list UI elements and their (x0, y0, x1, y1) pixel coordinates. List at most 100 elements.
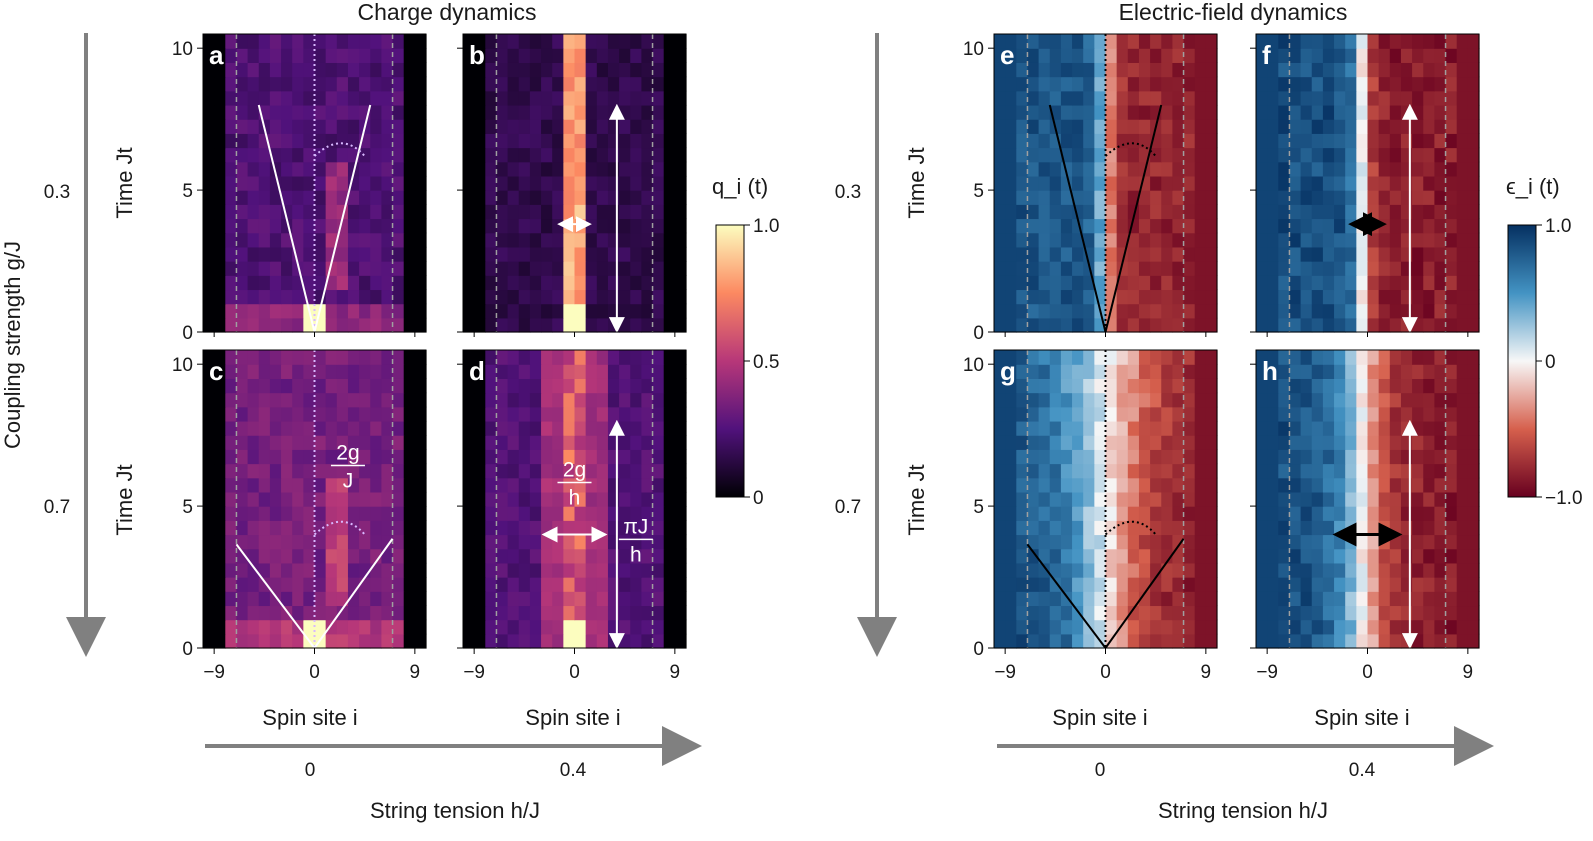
heatmap-cell (314, 591, 327, 607)
heatmap-cell (674, 534, 687, 550)
heatmap-cell (607, 406, 620, 422)
heatmap-cell (1161, 275, 1173, 291)
heatmap-cell (1311, 48, 1324, 63)
heatmap-cell (1150, 133, 1162, 149)
heatmap-cell (370, 275, 382, 291)
heatmap-cell (1172, 317, 1185, 333)
heatmap-cell (1256, 34, 1268, 49)
heatmap-cell (674, 275, 687, 291)
heatmap-cell (1456, 463, 1469, 479)
heatmap-cell (518, 289, 531, 305)
heatmap-cell (1038, 420, 1051, 436)
heatmap-cell (370, 90, 382, 106)
heatmap-cell (1456, 317, 1469, 333)
heatmap-cell (1094, 520, 1107, 536)
heatmap-cell (1356, 591, 1369, 607)
heatmap-cell (541, 232, 553, 248)
heatmap-cell (663, 449, 676, 465)
heatmap-cell (474, 477, 486, 493)
heatmap-cell (619, 364, 631, 379)
heatmap-cell (247, 190, 260, 205)
heatmap-cell (1049, 218, 1062, 234)
heatmap-cell (269, 62, 282, 78)
heatmap-cell (1083, 577, 1095, 592)
heatmap-cell (1278, 577, 1291, 592)
heatmap-cell (1389, 364, 1402, 379)
heatmap-cell (403, 119, 416, 134)
heatmap-cell (281, 463, 293, 479)
heatmap-cell (1083, 34, 1095, 49)
heatmap-cell (574, 303, 587, 319)
heatmap-cell (596, 463, 609, 479)
heatmap-cell (1049, 303, 1062, 319)
heatmap-cell (392, 534, 405, 550)
heatmap-cell (359, 605, 371, 621)
heatmap-cell (1150, 420, 1162, 436)
heatmap-cell (1127, 34, 1140, 49)
heatmap-cell (292, 161, 304, 177)
heatmap-cell (1378, 392, 1391, 408)
heatmap-cell (392, 303, 405, 319)
heatmap-cell (994, 246, 1006, 262)
heatmap-cell (1345, 303, 1357, 319)
heatmap-cell (1016, 133, 1029, 149)
heatmap-cell (1311, 161, 1324, 177)
heatmap-cell (1412, 204, 1424, 220)
heatmap-cell (1423, 364, 1435, 379)
heatmap-cell (292, 34, 304, 49)
heatmap-cell (1205, 232, 1218, 248)
heatmap-cell (663, 190, 676, 205)
heatmap-cell (203, 534, 215, 550)
heatmap-cell (1367, 303, 1380, 319)
heatmap-cell (1322, 317, 1335, 333)
heatmap-cell (1072, 34, 1084, 49)
heatmap-cell (359, 289, 371, 305)
heatmap-cell (1378, 303, 1391, 319)
heatmap-cell (314, 289, 327, 305)
heatmap-cell (1311, 34, 1324, 49)
heatmap-cell (585, 562, 598, 578)
heatmap-cell (1049, 605, 1062, 621)
heatmap-cell (1456, 633, 1469, 649)
heatmap-cell (347, 350, 360, 365)
heatmap-cell (236, 420, 249, 436)
heatmap-cell (496, 577, 509, 592)
heatmap-cell (203, 190, 215, 205)
heatmap-cell (574, 491, 587, 507)
heatmap-cell (1027, 534, 1040, 550)
heatmap-cell (552, 147, 564, 163)
heatmap-cell (1016, 232, 1029, 248)
heatmap-cell (641, 449, 654, 465)
heatmap-cell (607, 491, 620, 507)
heatmap-cell (518, 463, 531, 479)
heatmap-cell (1138, 104, 1151, 120)
heatmap-cell (281, 48, 293, 63)
heatmap-cell (507, 406, 520, 422)
heatmap-cell (1367, 232, 1380, 248)
heatmap-cell (585, 435, 598, 450)
heatmap-cell (1183, 591, 1196, 607)
heatmap-cell (325, 175, 338, 191)
heatmap-cell (496, 90, 509, 106)
heatmap-cell (474, 491, 486, 507)
heatmap-cell (1456, 147, 1469, 163)
heatmap-cell (1434, 303, 1447, 319)
heatmap-cell (347, 520, 360, 536)
heatmap-cell (1256, 218, 1268, 234)
heatmap-cell (303, 218, 316, 234)
heatmap-cell (1367, 392, 1380, 408)
heatmap-cell (585, 204, 598, 220)
heatmap-cell (1005, 378, 1017, 394)
heatmap-cell (574, 506, 587, 521)
heatmap-cell (347, 232, 360, 248)
heatmap-cell (1172, 364, 1185, 379)
heatmap-cell (1456, 477, 1469, 493)
heatmap-cell (1467, 506, 1480, 521)
heatmap-cell (1423, 48, 1435, 63)
heatmap-cell (281, 364, 293, 379)
heatmap-cell (1412, 119, 1424, 134)
heatmap-cell (1194, 491, 1207, 507)
heatmap-cell (325, 605, 338, 621)
heatmap-cell (236, 48, 249, 63)
heatmap-cell (563, 562, 576, 578)
